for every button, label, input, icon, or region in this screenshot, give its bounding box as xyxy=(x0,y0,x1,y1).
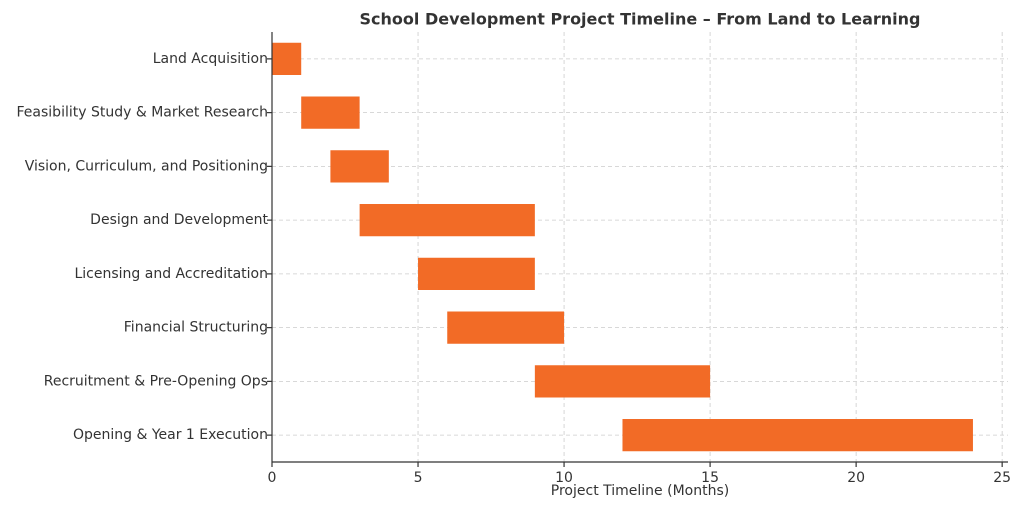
y-tick-label: Land Acquisition xyxy=(153,51,268,67)
task-bar xyxy=(359,204,535,237)
x-tick-label: 10 xyxy=(555,470,573,486)
x-tick-label: 0 xyxy=(268,470,277,486)
x-tick-label: 20 xyxy=(847,470,865,486)
x-axis-label: Project Timeline (Months) xyxy=(551,483,729,499)
y-tick-label: Recruitment & Pre-Opening Ops xyxy=(44,373,268,389)
y-tick-label: Licensing and Accreditation xyxy=(74,266,268,282)
chart-title: School Development Project Timeline – Fr… xyxy=(360,10,921,29)
y-tick-label: Feasibility Study & Market Research xyxy=(17,105,268,121)
y-tick-label: Vision, Curriculum, and Positioning xyxy=(25,158,268,174)
task-bar xyxy=(301,96,360,129)
task-bar xyxy=(622,419,973,452)
y-tick-label: Opening & Year 1 Execution xyxy=(73,427,268,443)
y-tick-label: Design and Development xyxy=(90,212,268,228)
task-bar xyxy=(418,257,535,290)
x-tick-label: 25 xyxy=(993,470,1011,486)
task-bar xyxy=(447,311,565,344)
task-bar xyxy=(272,42,302,75)
x-tick-label: 5 xyxy=(414,470,423,486)
task-bar xyxy=(534,365,711,398)
y-tick-label: Financial Structuring xyxy=(124,320,268,336)
task-bar xyxy=(330,150,389,183)
x-tick-label: 15 xyxy=(701,470,719,486)
